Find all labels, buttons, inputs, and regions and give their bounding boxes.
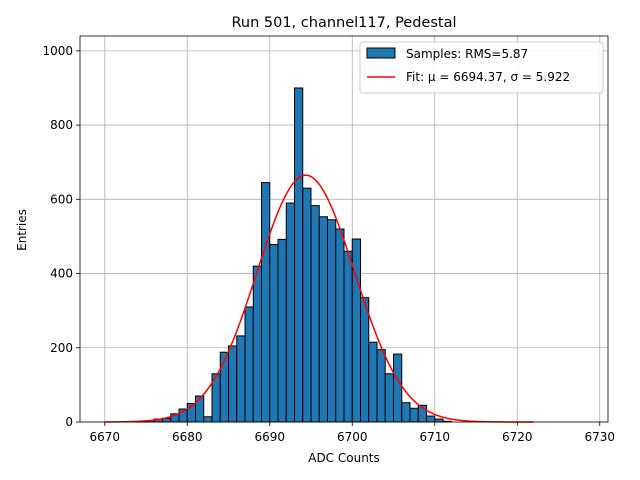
chart-title: Run 501, channel117, Pedestal — [231, 15, 456, 31]
histogram-bar — [277, 238, 287, 423]
legend-swatch-samples — [366, 47, 396, 59]
x-tick-label: 6690 — [254, 430, 285, 444]
histogram-bar — [393, 353, 403, 423]
x-tick-label: 6670 — [89, 430, 120, 444]
y-tick-label: 0 — [65, 415, 73, 429]
histogram-bar — [195, 395, 205, 423]
x-tick-label: 6730 — [584, 430, 615, 444]
histogram-bar — [269, 244, 279, 423]
histogram-bar — [360, 297, 370, 423]
histogram-bar — [434, 418, 444, 423]
histogram-bar — [219, 351, 229, 423]
histogram-bar — [261, 182, 271, 423]
histogram-bar — [228, 345, 238, 423]
histogram-bar — [244, 306, 254, 423]
legend-box — [359, 41, 604, 94]
y-tick-label: 1000 — [42, 44, 73, 58]
histogram-bar — [318, 216, 328, 423]
fit-curve — [104, 174, 534, 423]
y-tick-label: 800 — [50, 118, 73, 132]
legend-label-fit: Fit: μ = 6694.37, σ = 5.922 — [406, 70, 570, 84]
histogram-bars — [137, 87, 452, 423]
histogram-bar — [294, 87, 304, 423]
histogram-bar — [401, 402, 411, 423]
x-tick-label: 6710 — [419, 430, 450, 444]
histogram-bar — [252, 265, 262, 423]
x-tick-label: 6700 — [337, 430, 368, 444]
histogram-bar — [203, 416, 213, 423]
histogram-bar — [236, 335, 246, 423]
histogram-bar — [302, 187, 312, 423]
x-tick-label: 6680 — [172, 430, 203, 444]
y-tick-label: 600 — [50, 192, 73, 206]
axes-frame — [79, 35, 609, 423]
x-axis-ticks: 6670 6680 6690 6700 6710 6720 6730 — [89, 422, 615, 444]
x-axis-label: ADC Counts — [308, 451, 380, 465]
y-tick-label: 200 — [50, 341, 73, 355]
histogram-bar — [426, 415, 436, 423]
histogram-bar — [310, 205, 320, 423]
y-tick-label: 400 — [50, 267, 73, 281]
histogram-bar — [343, 250, 353, 423]
histogram-bar — [384, 373, 394, 423]
histogram-bar — [376, 349, 386, 423]
histogram-bar — [368, 341, 378, 423]
histogram-bar — [285, 202, 295, 423]
histogram-bar — [327, 219, 337, 423]
y-axis-label: Entries — [15, 209, 29, 251]
histogram-bar — [409, 407, 419, 423]
x-tick-label: 6720 — [502, 430, 533, 444]
legend-label-samples: Samples: RMS=5.87 — [406, 47, 528, 61]
histogram-bar — [335, 228, 345, 423]
legend: Samples: RMS=5.87 Fit: μ = 6694.37, σ = … — [359, 41, 604, 94]
y-axis-ticks: 0 200 400 600 800 1000 — [42, 44, 80, 429]
